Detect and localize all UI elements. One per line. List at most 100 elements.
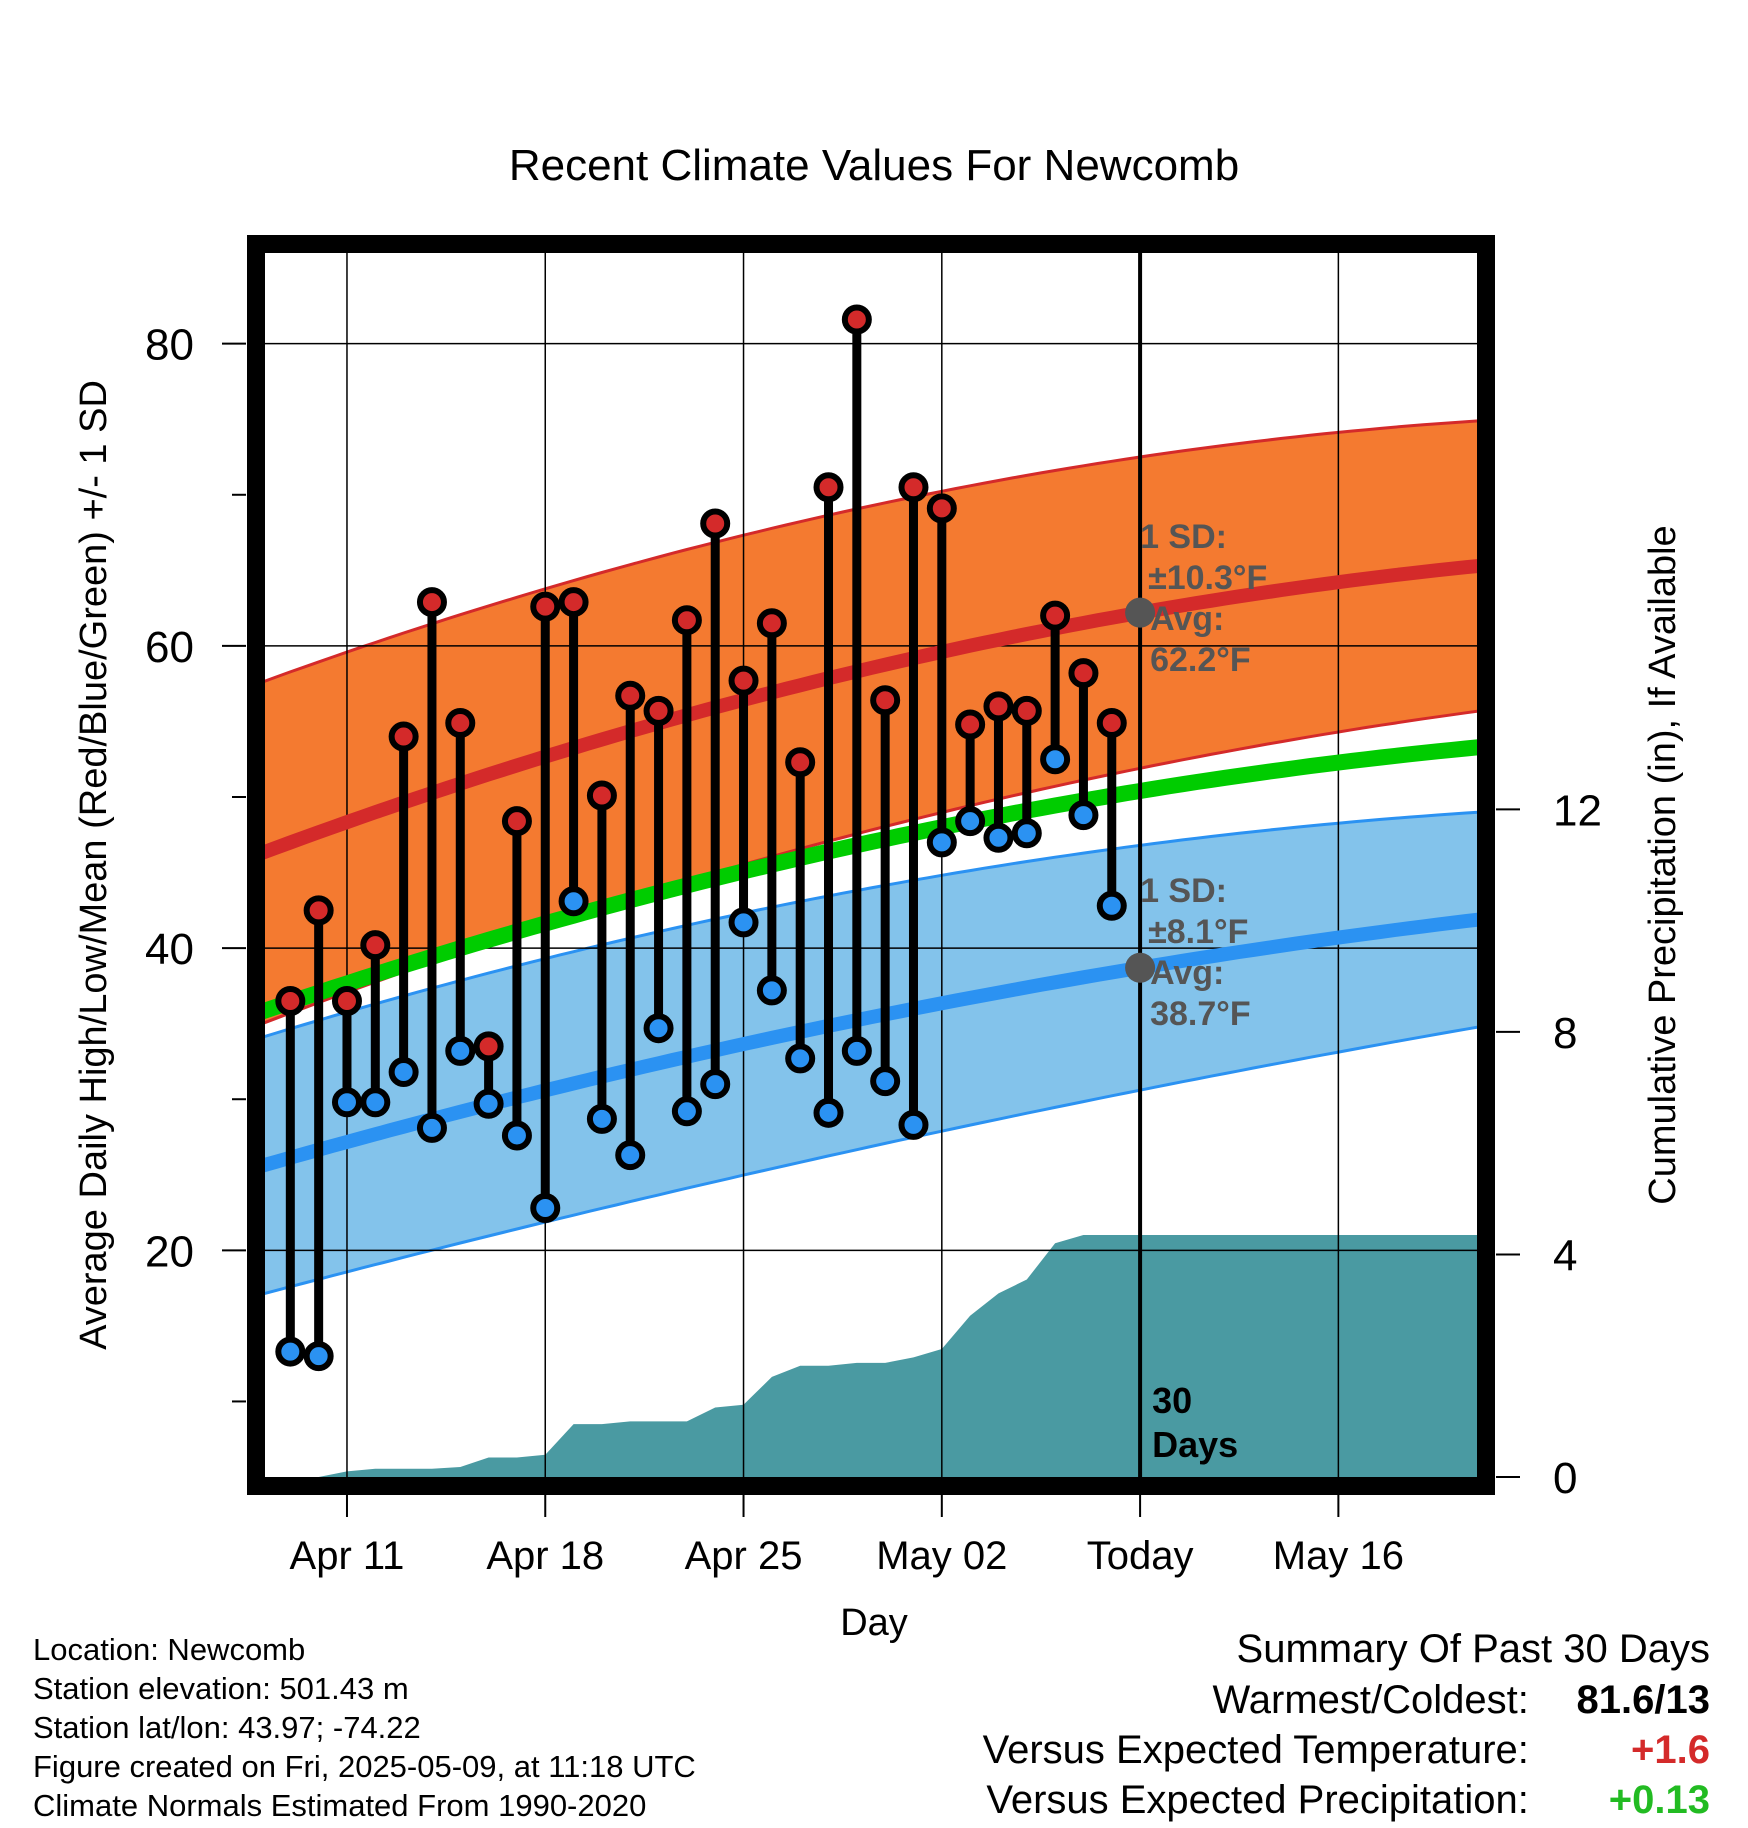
daily-low-point bbox=[1096, 890, 1127, 921]
y-tick-label: 60 bbox=[145, 623, 194, 672]
daily-low-point bbox=[813, 1097, 844, 1128]
precip-departure-label: Versus Expected Precipitation: bbox=[986, 1778, 1529, 1822]
daily-low-point bbox=[416, 1112, 447, 1143]
station-info: Location: Newcomb Station elevation: 501… bbox=[33, 1630, 696, 1825]
days-label: 30 Days bbox=[1152, 1380, 1238, 1465]
daily-high-point bbox=[785, 747, 816, 778]
daily-low-point bbox=[643, 1013, 674, 1044]
y2-tick-label: 4 bbox=[1553, 1231, 1577, 1280]
x-tick-label: Apr 18 bbox=[486, 1534, 604, 1578]
plot-content: 1 SD: ±10.3°F Avg: 62.2°F 1 SD: ±8.1°F Avg: 38.… bbox=[262, 253, 1480, 1477]
daily-high-point bbox=[530, 591, 561, 622]
daily-high-point bbox=[275, 986, 306, 1016]
normals-text: Climate Normals Estimated From 1990-2020 bbox=[33, 1788, 647, 1823]
daily-low-point bbox=[926, 827, 957, 858]
y-tick-label: 20 bbox=[145, 1227, 194, 1276]
daily-high-point bbox=[700, 508, 731, 539]
created-text: Figure created on Fri, 2025-05-09, at 11… bbox=[33, 1749, 696, 1784]
daily-high-point bbox=[671, 605, 702, 636]
elevation-text: Station elevation: 501.43 m bbox=[33, 1671, 409, 1706]
daily-low-point bbox=[275, 1336, 306, 1367]
daily-low-point bbox=[445, 1035, 476, 1066]
latlon-text: Station lat/lon: 43.97; -74.22 bbox=[33, 1710, 421, 1745]
daily-high-point bbox=[586, 780, 617, 811]
temp-departure-row: Versus Expected Temperature: +1.6 bbox=[983, 1725, 1710, 1775]
daily-high-point bbox=[1096, 707, 1127, 738]
daily-high-point bbox=[501, 806, 532, 837]
y2-tick-label: 0 bbox=[1553, 1454, 1577, 1503]
warmest-coldest-value: 81.6/13 bbox=[1576, 1678, 1710, 1722]
daily-high-point bbox=[756, 608, 787, 639]
precip-departure-value: +0.13 bbox=[1608, 1778, 1710, 1822]
daily-high-point bbox=[870, 685, 901, 716]
daily-low-point bbox=[870, 1066, 901, 1097]
daily-high-point bbox=[303, 895, 334, 926]
daily-low-point bbox=[785, 1043, 816, 1074]
daily-high-point bbox=[1068, 658, 1099, 689]
daily-low-point bbox=[700, 1069, 731, 1100]
low-today-marker bbox=[1125, 952, 1156, 983]
normal-high-line bbox=[262, 558, 1480, 860]
low-sd-band-upper-edge bbox=[262, 810, 1480, 1039]
daily-high-point bbox=[445, 707, 476, 738]
x-tick-label: Today bbox=[1087, 1534, 1194, 1578]
x-tick-label: Apr 25 bbox=[685, 1534, 803, 1578]
temp-departure-label: Versus Expected Temperature: bbox=[982, 1728, 1529, 1772]
y2-tick-label: 8 bbox=[1553, 1009, 1577, 1058]
y-axis-label: Average Daily High/Low/Mean (Red/Blue/Gr… bbox=[73, 380, 115, 1350]
daily-high-point bbox=[360, 930, 391, 961]
daily-high-point bbox=[1040, 600, 1071, 631]
daily-high-point bbox=[1011, 695, 1042, 726]
daily-high-point bbox=[473, 1031, 504, 1062]
summary-title: Summary Of Past 30 Days bbox=[1236, 1627, 1710, 1671]
high-normal-annotation: 1 SD: ±10.3°F Avg: 62.2°F bbox=[1140, 518, 1267, 679]
daily-high-point bbox=[558, 587, 589, 618]
daily-low-point bbox=[1068, 800, 1099, 831]
y-tick-label: 80 bbox=[145, 321, 194, 370]
daily-low-point bbox=[586, 1103, 617, 1134]
low-normal-annotation: 1 SD: ±8.1°F Avg: 38.7°F bbox=[1140, 872, 1251, 1033]
x-axis-label: Day bbox=[840, 1602, 908, 1644]
chart-title: Recent Climate Values For Newcomb bbox=[509, 141, 1239, 190]
x-tick-label: May 02 bbox=[876, 1534, 1007, 1578]
daily-low-point bbox=[615, 1140, 646, 1171]
summary-panel: Summary Of Past 30 Days Warmest/Coldest:… bbox=[983, 1623, 1710, 1825]
warmest-coldest-row: Warmest/Coldest: 81.6/13 bbox=[983, 1675, 1711, 1725]
daily-low-point bbox=[303, 1341, 334, 1372]
daily-low-point bbox=[501, 1120, 532, 1151]
daily-low-point bbox=[756, 975, 787, 1006]
daily-low-point bbox=[473, 1088, 504, 1119]
location-text: Location: Newcomb bbox=[33, 1632, 306, 1667]
daily-high-point bbox=[388, 721, 419, 752]
high-sd-band bbox=[262, 420, 1480, 1024]
normal-mean-line bbox=[262, 739, 1480, 1020]
daily-low-point bbox=[388, 1057, 419, 1088]
daily-high-point bbox=[955, 709, 986, 740]
daily-low-point bbox=[671, 1096, 702, 1127]
daily-high-point bbox=[898, 472, 929, 503]
daily-low-point bbox=[558, 886, 589, 917]
x-tick-label: May 16 bbox=[1273, 1534, 1404, 1578]
daily-high-point bbox=[983, 691, 1014, 722]
warmest-coldest-label: Warmest/Coldest: bbox=[1212, 1678, 1529, 1722]
precipitation-area bbox=[262, 1235, 1480, 1477]
daily-high-point bbox=[841, 304, 872, 335]
daily-low-point bbox=[728, 907, 759, 938]
daily-low-point bbox=[360, 1087, 391, 1118]
temp-departure-value: +1.6 bbox=[1631, 1728, 1710, 1772]
daily-low-point bbox=[530, 1193, 561, 1224]
daily-high-point bbox=[416, 587, 447, 618]
daily-high-point bbox=[615, 680, 646, 711]
precip-departure-row: Versus Expected Precipitation: +0.13 bbox=[983, 1775, 1710, 1825]
plot-frame bbox=[247, 235, 1495, 1495]
low-sd-band-lower-edge bbox=[262, 1025, 1480, 1296]
daily-low-point bbox=[331, 1087, 362, 1118]
daily-high-point bbox=[331, 986, 362, 1016]
normal-low-line bbox=[262, 912, 1480, 1173]
daily-low-point bbox=[898, 1109, 929, 1140]
x-tick-label: Apr 11 bbox=[290, 1534, 405, 1578]
daily-high-point bbox=[813, 472, 844, 503]
daily-low-point bbox=[983, 822, 1014, 853]
high-sd-band-upper-edge bbox=[262, 419, 1480, 684]
daily-low-point bbox=[841, 1035, 872, 1066]
